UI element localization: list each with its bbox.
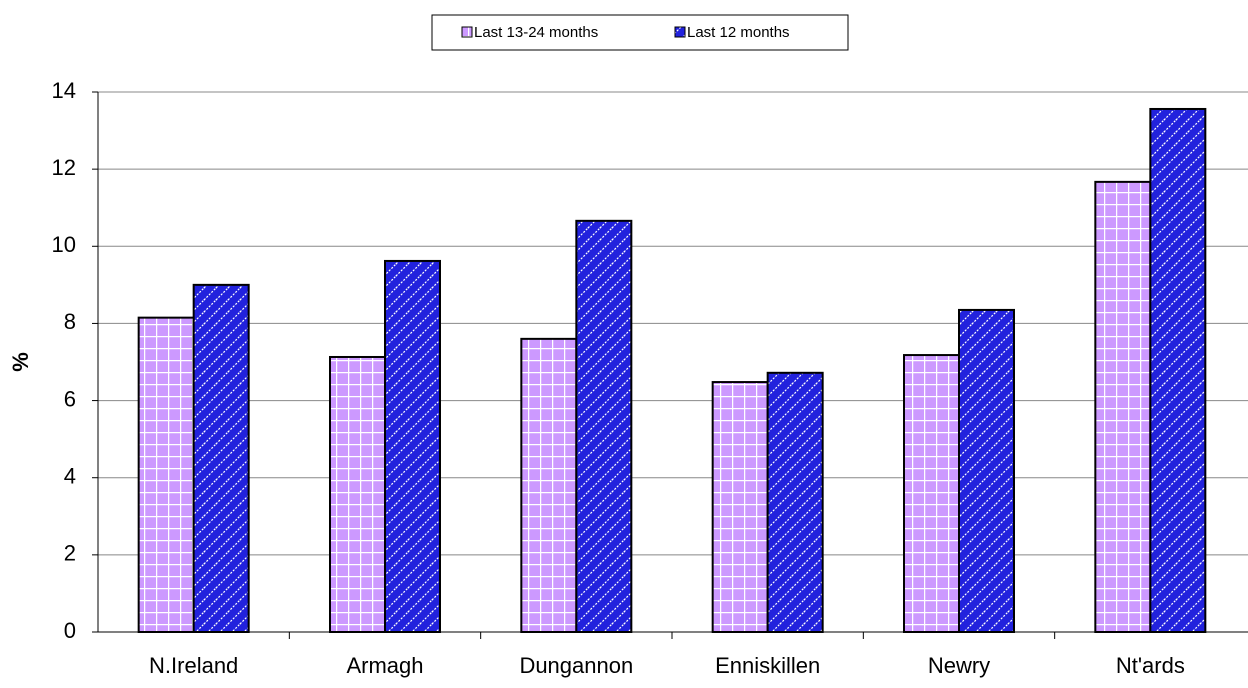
y-tick-label: 2 — [64, 541, 76, 566]
x-tick-label: Newry — [928, 653, 990, 678]
y-tick-label: 10 — [52, 232, 76, 257]
x-tick-label: Enniskillen — [715, 653, 820, 678]
x-tick-label: N.Ireland — [149, 653, 238, 678]
x-tick-label: Armagh — [346, 653, 423, 678]
legend-swatch — [461, 26, 473, 38]
bar — [903, 354, 960, 633]
bar — [575, 219, 633, 633]
y-tick-label: 8 — [64, 309, 76, 334]
y-tick-label: 6 — [64, 386, 76, 411]
bar — [520, 337, 578, 633]
bar — [1149, 107, 1207, 633]
y-tick-label: 12 — [52, 155, 76, 180]
y-tick-label: 4 — [64, 464, 76, 489]
legend-text: Last 13-24 months — [474, 24, 598, 41]
y-axis-label: % — [8, 352, 33, 372]
bar — [384, 259, 441, 633]
bar — [137, 316, 195, 633]
bar — [766, 371, 824, 633]
legend-swatch — [674, 26, 686, 38]
x-tick-label: Dungannon — [519, 653, 633, 678]
y-tick-label: 0 — [64, 618, 76, 643]
legend-box — [431, 14, 849, 51]
legend-text: Last 12 months — [687, 24, 790, 41]
bar — [1094, 180, 1152, 633]
bar — [958, 308, 1015, 633]
bar — [192, 283, 250, 633]
bar — [711, 381, 769, 633]
x-tick-label: Nt'ards — [1116, 653, 1185, 678]
y-tick-label: 14 — [52, 78, 76, 103]
bar — [329, 355, 386, 633]
